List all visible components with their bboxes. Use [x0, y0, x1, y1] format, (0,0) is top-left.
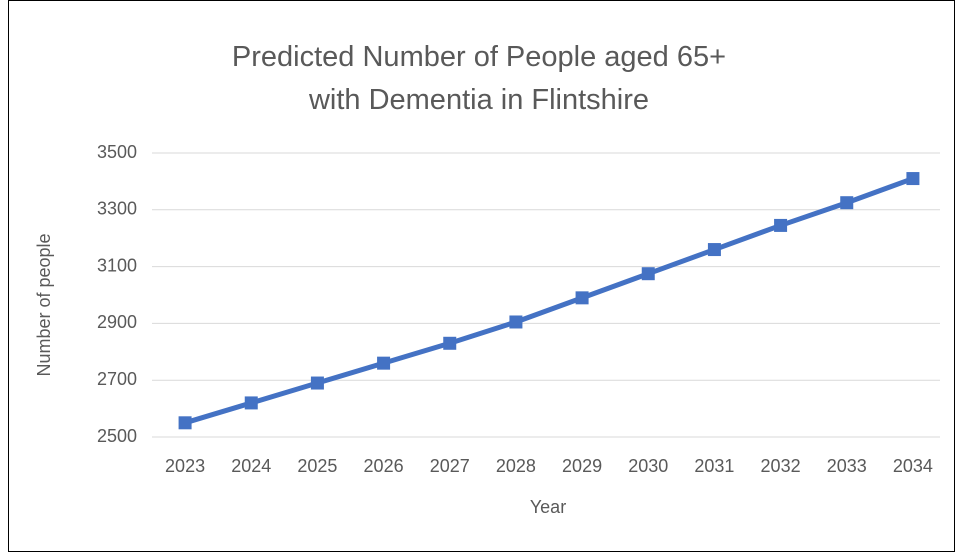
y-tick-label: 2500	[97, 426, 137, 446]
marker	[774, 218, 788, 232]
x-tick-label: 2029	[562, 456, 602, 476]
x-tick-label: 2030	[628, 456, 668, 476]
y-tick-label: 2900	[97, 312, 137, 332]
marker	[840, 196, 854, 210]
y-tick-label: 3500	[97, 142, 137, 162]
x-tick-label: 2026	[364, 456, 404, 476]
marker	[707, 243, 721, 257]
x-tick-label: 2023	[165, 456, 205, 476]
y-tick-label: 3100	[97, 255, 137, 275]
marker	[641, 267, 655, 281]
marker	[244, 396, 258, 410]
marker	[178, 416, 192, 430]
y-axis-label: Number of people	[34, 233, 54, 376]
x-tick-label: 2028	[496, 456, 536, 476]
marker	[575, 291, 589, 305]
x-axis-label: Year	[530, 497, 566, 517]
x-tick-label: 2027	[430, 456, 470, 476]
x-tick-label: 2024	[231, 456, 271, 476]
marker	[310, 376, 324, 390]
x-tick-label: 2031	[694, 456, 734, 476]
marker	[377, 356, 391, 370]
marker	[906, 172, 920, 186]
chart-border	[8, 0, 955, 552]
marker	[509, 315, 523, 329]
marker	[443, 336, 457, 350]
y-tick-label: 3300	[97, 199, 137, 219]
y-tick-label: 2700	[97, 369, 137, 389]
line	[184, 176, 914, 426]
x-tick-label: 2032	[761, 456, 801, 476]
x-tick-label: 2034	[893, 456, 933, 476]
x-tick-label: 2033	[827, 456, 867, 476]
x-tick-label: 2025	[297, 456, 337, 476]
chart-title: Predicted Number of People aged 65+ with…	[231, 41, 727, 116]
